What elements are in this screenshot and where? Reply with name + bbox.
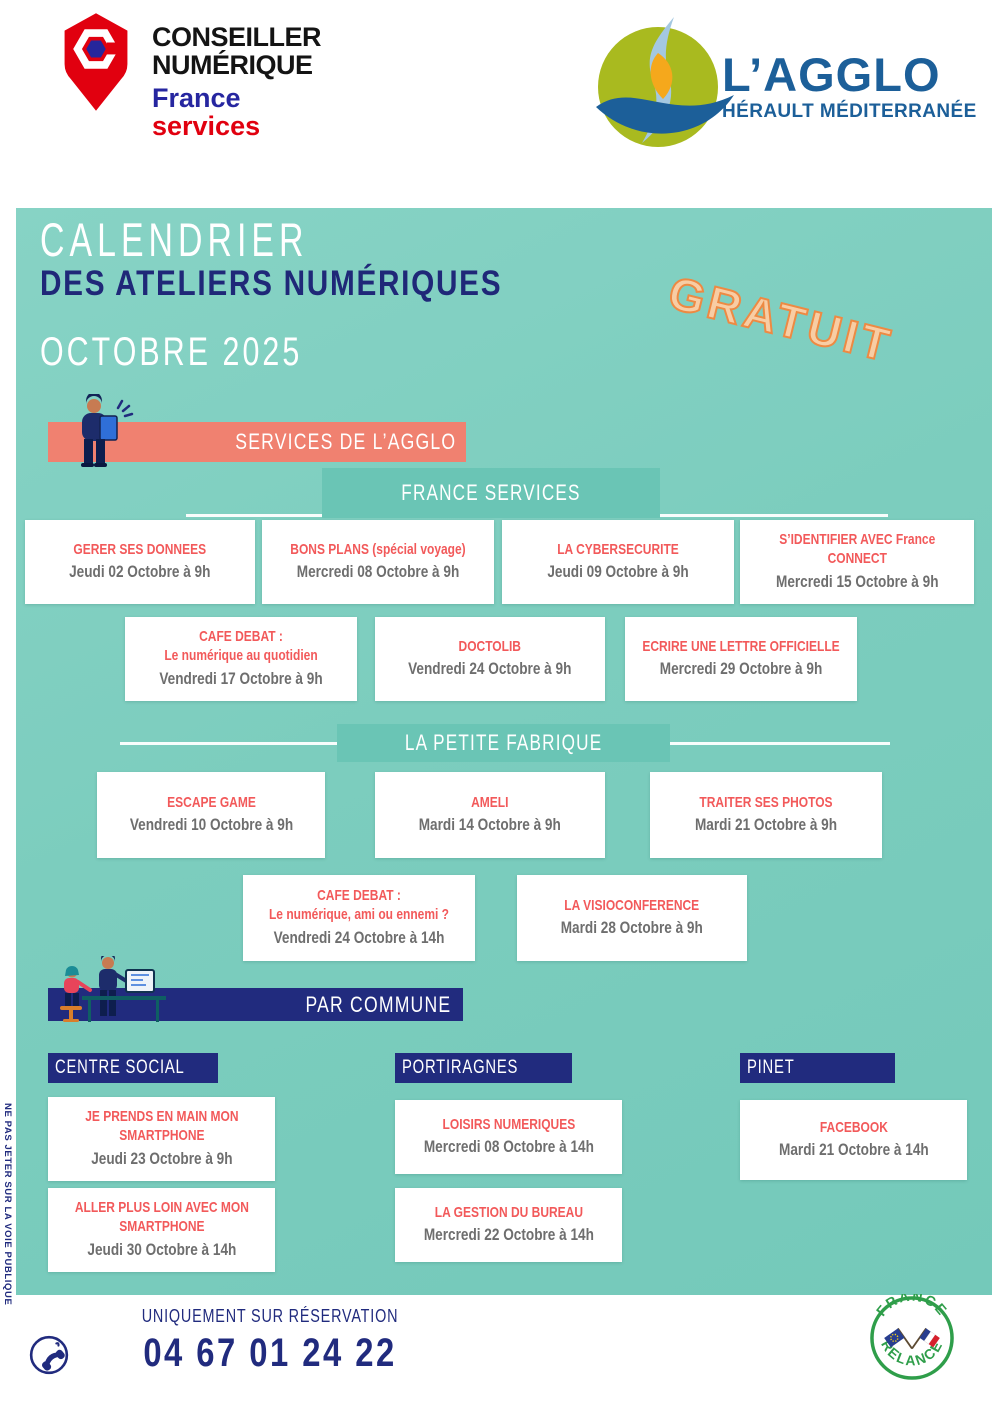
workshop-date: Vendredi 17 Octobre à 9h [159, 668, 323, 688]
poster-subtitle: DES ATELIERS NUMÉRIQUES [40, 264, 503, 303]
workshop-card: TRAITER SES PHOTOS Mardi 21 Octobre à 9h [650, 772, 882, 858]
workshop-title: ESCAPE GAME [166, 793, 256, 811]
workshop-title: DOCTOLIB [458, 637, 522, 655]
agglo-subtitle: HÉRAULT MÉDITERRANÉE [722, 101, 977, 122]
logo-text-conseiller: CONSEILLER [152, 22, 322, 52]
workshop-date: Vendredi 10 Octobre à 9h [129, 815, 293, 835]
workshop-date: Mercredi 08 Octobre à 14h [423, 1137, 594, 1157]
workshop-card: CAFE DEBAT : Le numérique, ami ou ennemi… [243, 875, 475, 961]
workshop-card: AMELI Mardi 14 Octobre à 9h [375, 772, 605, 858]
workshop-date: Jeudi 02 Octobre à 9h [69, 562, 211, 582]
workshop-card: S’IDENTIFIER AVEC France CONNECT Mercred… [740, 520, 974, 604]
workshop-title: AMELI [471, 793, 509, 811]
workshop-title: S’IDENTIFIER AVEC France CONNECT [778, 531, 936, 567]
workshop-date: Mardi 28 Octobre à 9h [560, 918, 704, 938]
workshop-title: CAFE DEBAT : [317, 887, 401, 905]
workshop-card: JE PRENDS EN MAIN MON SMARTPHONE Jeudi 2… [48, 1097, 275, 1181]
map-pin-icon [64, 13, 128, 111]
agglo-logo: L’AGGLO HÉRAULT MÉDITERRANÉE [586, 4, 986, 164]
people-desk-illustration [60, 956, 166, 1022]
workshop-title: FACEBOOK [819, 1118, 888, 1136]
workshop-title: LA GESTION DU BUREAU [434, 1203, 583, 1221]
commune-header-label: CENTRE SOCIAL [55, 1057, 185, 1078]
poster-title: CALENDRIER [40, 213, 309, 266]
logo-text-france: France [152, 83, 241, 114]
section-banner-label: PAR COMMUNE [305, 991, 451, 1017]
workshop-title: TRAITER SES PHOTOS [699, 793, 833, 811]
workshop-card: LA GESTION DU BUREAU Mercredi 22 Octobre… [395, 1188, 622, 1262]
workshop-title: ECRIRE UNE LETTRE OFFICIELLE [642, 637, 840, 655]
workshop-date: Vendredi 24 Octobre à 14h [273, 927, 445, 947]
divider-line [670, 742, 890, 745]
workshop-card: FACEBOOK Mardi 21 Octobre à 14h [740, 1100, 967, 1180]
workshop-card: LA VISIOCONFERENCE Mardi 28 Octobre à 9h [517, 875, 747, 961]
reservation-phone-number: 04 67 01 24 22 [143, 1331, 397, 1375]
commune-header-centre-social: CENTRE SOCIAL [48, 1053, 218, 1083]
reservation-note: UNIQUEMENT SUR RÉSERVATION [141, 1306, 399, 1326]
logo-text-numerique: NUMÉRIQUE [152, 49, 313, 80]
group-heading-petite-fabrique: LA PETITE FABRIQUE [337, 724, 670, 762]
section-banner-label: SERVICES DE L’AGGLO [234, 429, 456, 454]
commune-header-label: PORTIRAGNES [402, 1057, 519, 1078]
divider-line [120, 742, 337, 745]
workshop-date: Mercredi 15 Octobre à 9h [775, 571, 939, 591]
poster-month: OCTOBRE 2025 [40, 330, 303, 374]
workshop-card: LOISIRS NUMERIQUES Mercredi 08 Octobre à… [395, 1100, 622, 1174]
commune-header-pinet: PINET [740, 1053, 895, 1083]
phone-icon [29, 1335, 69, 1375]
workshop-title: BONS PLANS (spécial voyage) [290, 540, 466, 558]
workshop-subtitle: Le numérique, ami ou ennemi ? [268, 905, 450, 923]
agglo-emblem-icon [596, 17, 734, 147]
workshop-date: Mardi 21 Octobre à 14h [778, 1140, 929, 1160]
workshop-card: DOCTOLIB Vendredi 24 Octobre à 9h [375, 617, 605, 701]
logo-text-services: services [152, 110, 261, 141]
free-badge: GRATUIT [663, 265, 900, 373]
workshop-card: BONS PLANS (spécial voyage) Mercredi 08 … [262, 520, 494, 604]
workshop-title: LA CYBERSECURITE [557, 540, 679, 558]
reservation-block: UNIQUEMENT SUR RÉSERVATION 04 67 01 24 2… [70, 1306, 470, 1376]
workshop-title: CAFE DEBAT : [199, 628, 283, 646]
workshop-card: ESCAPE GAME Vendredi 10 Octobre à 9h [97, 772, 325, 858]
section-banner-par-commune: PAR COMMUNE [48, 988, 463, 1021]
workshop-title: GERER SES DONNEES [73, 540, 207, 558]
group-heading-france-services: FRANCE SERVICES [322, 468, 660, 518]
workshop-date: Jeudi 23 Octobre à 9h [90, 1148, 233, 1168]
person-tablet-illustration [81, 394, 134, 467]
workshop-card: LA CYBERSECURITE Jeudi 09 Octobre à 9h [502, 520, 734, 604]
workshop-card: ALLER PLUS LOIN AVEC MON SMARTPHONE Jeud… [48, 1188, 275, 1272]
workshop-date: Jeudi 09 Octobre à 9h [547, 562, 689, 582]
workshop-date: Mercredi 08 Octobre à 9h [296, 562, 460, 582]
workshop-date: Jeudi 30 Octobre à 14h [87, 1239, 236, 1259]
workshop-title: LOISIRS NUMERIQUES [442, 1115, 575, 1133]
conseiller-numerique-logo: CONSEILLER NUMÉRIQUE France services [52, 10, 352, 158]
workshop-date: Vendredi 24 Octobre à 9h [408, 659, 572, 679]
group-heading-label: LA PETITE FABRIQUE [404, 730, 603, 755]
workshop-date: Mardi 14 Octobre à 9h [418, 815, 562, 835]
france-relance-logo: FRANCE RELANCE [870, 1294, 954, 1380]
workshop-title: JE PRENDS EN MAIN MON SMARTPHONE [84, 1108, 239, 1144]
poster-body: CALENDRIER DES ATELIERS NUMÉRIQUES OCTOB… [16, 208, 992, 1295]
workshop-title: ALLER PLUS LOIN AVEC MON SMARTPHONE [74, 1199, 249, 1235]
workshop-date: Mardi 21 Octobre à 9h [694, 815, 838, 835]
workshop-card: GERER SES DONNEES Jeudi 02 Octobre à 9h [25, 520, 255, 604]
workshop-title: LA VISIOCONFERENCE [564, 896, 700, 914]
workshop-date: Mercredi 29 Octobre à 9h [659, 659, 823, 679]
workshop-date: Mercredi 22 Octobre à 14h [423, 1225, 594, 1245]
workshop-subtitle: Le numérique au quotidien [164, 646, 318, 664]
agglo-name: L’AGGLO [722, 48, 941, 101]
commune-header-label: PINET [747, 1057, 795, 1078]
workshop-card: ECRIRE UNE LETTRE OFFICIELLE Mercredi 29… [625, 617, 857, 701]
commune-header-portiragnes: PORTIRAGNES [395, 1053, 572, 1083]
workshop-card: CAFE DEBAT : Le numérique au quotidien V… [125, 617, 357, 701]
legal-side-note: NE PAS JETER SUR LA VOIE PUBLIQUE [2, 1103, 13, 1306]
group-heading-label: FRANCE SERVICES [401, 480, 581, 505]
